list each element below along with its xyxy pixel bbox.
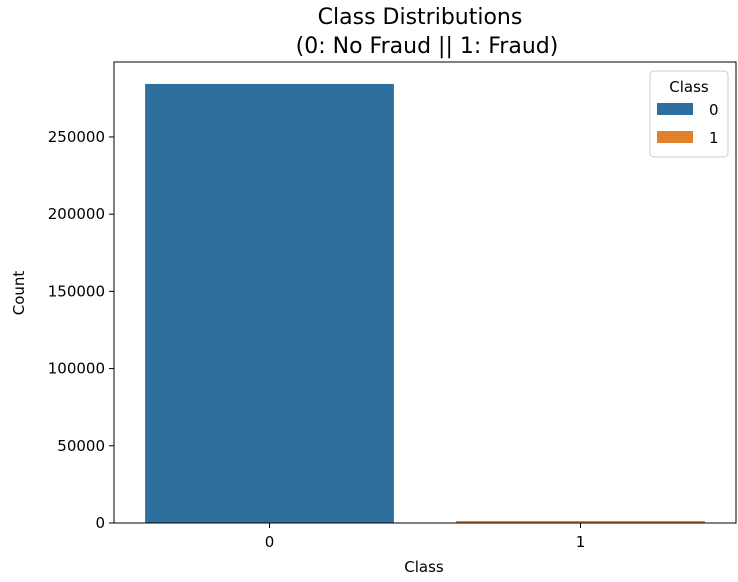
y-tick-label: 250000 bbox=[48, 128, 105, 146]
legend-entry-label: 0 bbox=[709, 101, 719, 119]
legend: Class 01 bbox=[649, 70, 729, 158]
legend-title: Class bbox=[669, 78, 709, 96]
bars-group bbox=[145, 83, 705, 523]
legend-swatch bbox=[657, 131, 693, 143]
bar-class-0 bbox=[145, 83, 394, 523]
y-ticks-group: 0 50000 100000 150000 200000 250000 bbox=[48, 128, 114, 532]
y-tick-label: 100000 bbox=[48, 360, 105, 378]
chart-title: Class Distributions bbox=[318, 5, 523, 30]
x-tick-label: 1 bbox=[576, 533, 586, 551]
y-tick-label: 0 bbox=[95, 514, 105, 532]
y-tick-label: 150000 bbox=[48, 282, 105, 300]
x-tick-label: 0 bbox=[265, 533, 275, 551]
legend-entry-label: 1 bbox=[709, 129, 719, 147]
x-axis-label: Class bbox=[404, 558, 444, 576]
bar-class-1 bbox=[456, 521, 705, 523]
y-axis-label: Count bbox=[10, 271, 28, 316]
chart-subtitle: (0: No Fraud || 1: Fraud) bbox=[296, 34, 559, 59]
legend-swatch bbox=[657, 103, 693, 115]
plot-frame bbox=[113, 61, 737, 524]
y-tick-label: 200000 bbox=[48, 205, 105, 223]
legend-entries: 01 bbox=[657, 101, 719, 147]
y-tick-label: 50000 bbox=[57, 437, 105, 455]
